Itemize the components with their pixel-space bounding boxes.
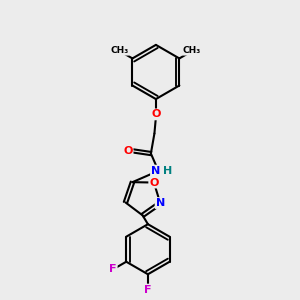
Text: CH₃: CH₃: [183, 46, 201, 55]
Text: O: O: [149, 178, 159, 188]
Text: O: O: [123, 146, 133, 156]
Text: F: F: [109, 264, 117, 274]
Text: CH₃: CH₃: [111, 46, 129, 55]
Text: F: F: [144, 285, 152, 295]
Text: N: N: [156, 198, 165, 208]
Text: H: H: [163, 166, 172, 176]
Text: O: O: [151, 110, 160, 119]
Text: N: N: [151, 166, 160, 176]
